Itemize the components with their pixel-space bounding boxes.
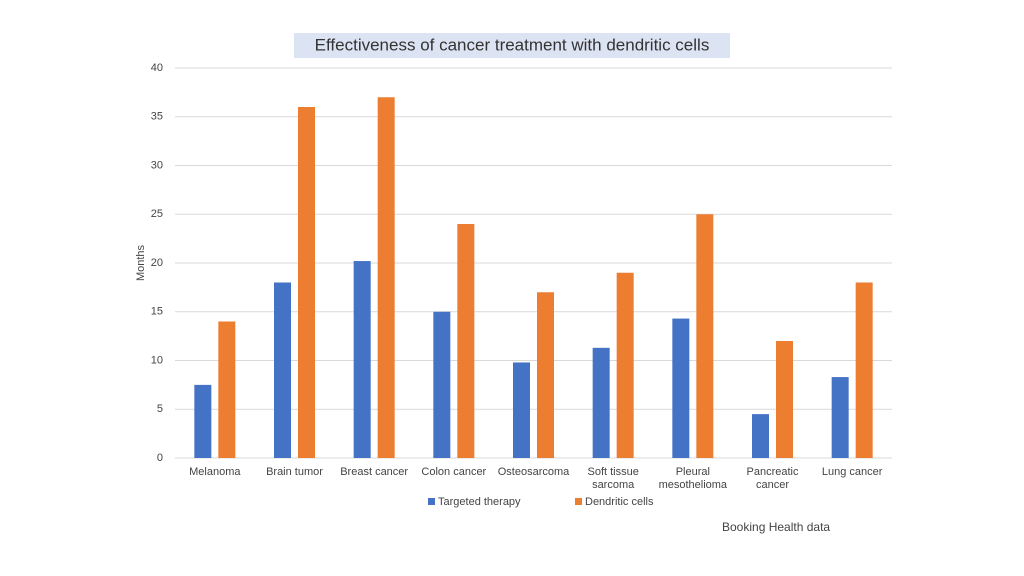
title-highlight xyxy=(294,33,730,58)
y-tick-label: 40 xyxy=(151,62,163,74)
bar xyxy=(218,321,236,458)
legend-label: Dendritic cells xyxy=(585,496,654,508)
bar xyxy=(752,414,769,458)
bar xyxy=(298,107,315,458)
y-tick-label: 15 xyxy=(151,306,163,318)
y-axis-label: Months xyxy=(135,244,147,281)
y-tick-label: 35 xyxy=(151,111,163,123)
y-tick-label: 10 xyxy=(151,354,163,366)
y-tick-label: 0 xyxy=(157,452,163,464)
legend-swatch xyxy=(575,498,582,505)
legend-swatch xyxy=(428,498,435,505)
bar xyxy=(433,311,451,458)
x-tick-label: Lung cancer xyxy=(822,466,883,478)
legend-label: Targeted therapy xyxy=(438,496,521,508)
y-tick-label: 20 xyxy=(151,257,163,269)
bar xyxy=(457,224,475,458)
x-tick-label: Brain tumor xyxy=(266,466,323,478)
x-tick-label: Pancreatic cancer xyxy=(747,466,799,491)
y-tick-label: 25 xyxy=(151,208,163,220)
source-note: Booking Health data xyxy=(722,520,830,534)
y-tick-label: 30 xyxy=(151,159,163,171)
bar xyxy=(377,97,395,458)
bar xyxy=(672,318,690,458)
bar xyxy=(194,384,212,458)
x-tick-label: Soft tissue sarcoma xyxy=(587,466,638,491)
bar xyxy=(274,282,291,458)
bar xyxy=(776,341,793,458)
x-tick-label: Pleural mesothelioma xyxy=(659,466,728,491)
bar xyxy=(831,377,849,458)
y-tick-label: 5 xyxy=(157,403,163,415)
bar xyxy=(537,292,554,458)
x-tick-label: Osteosarcoma xyxy=(498,466,570,478)
bar xyxy=(353,261,371,458)
chart-title: Effectiveness of cancer treatment with d… xyxy=(315,35,710,54)
bar xyxy=(855,282,873,458)
bar xyxy=(616,272,634,458)
bar xyxy=(696,214,714,458)
x-tick-label: Colon cancer xyxy=(421,466,486,478)
bar xyxy=(592,347,610,458)
bar xyxy=(513,362,530,458)
x-tick-label: Breast cancer xyxy=(340,466,408,478)
x-tick-label: Melanoma xyxy=(189,466,241,478)
